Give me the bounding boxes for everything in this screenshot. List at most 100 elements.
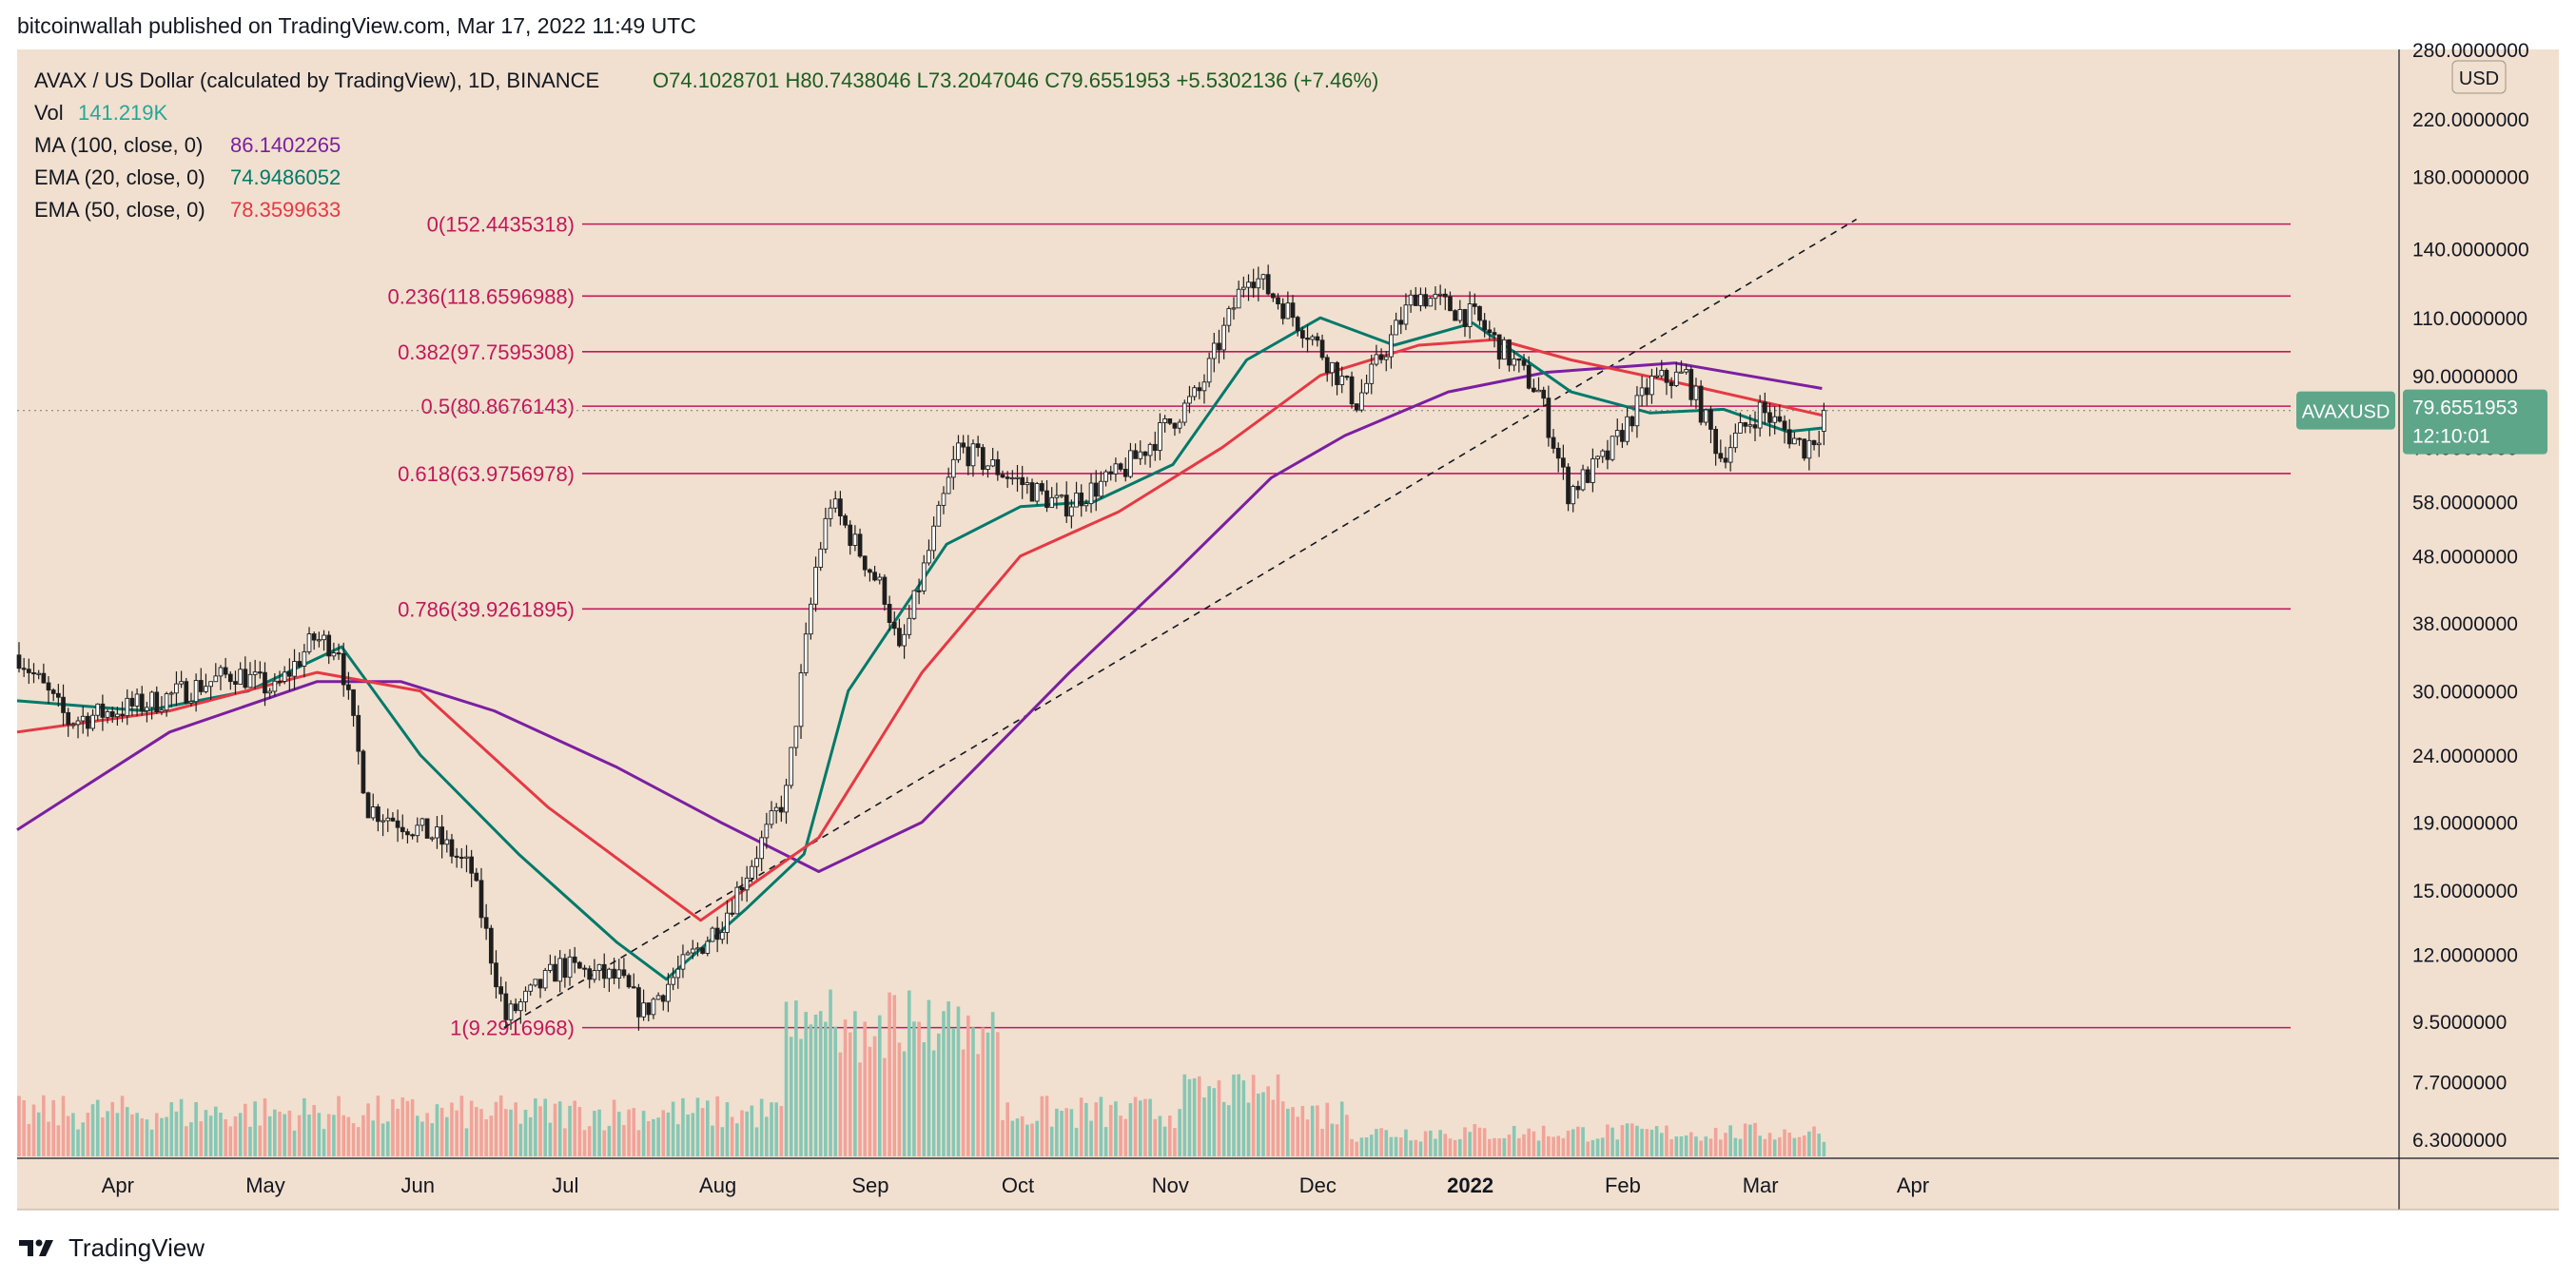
volume-bar (169, 1102, 174, 1156)
fib-level-label[interactable]: 0.786(39.9261895) (398, 597, 575, 621)
volume-bar (219, 1113, 223, 1156)
candle-body (730, 912, 734, 915)
candle-body (803, 633, 809, 674)
trend-line-dashed[interactable] (503, 218, 1857, 1029)
candle-body (1786, 429, 1792, 445)
volume-bar (1221, 1101, 1226, 1156)
volume-bar (632, 1108, 636, 1156)
volume-bar (101, 1116, 105, 1156)
volume-bar (1699, 1140, 1703, 1156)
candle-body (911, 590, 917, 619)
currency-label: USD (2459, 68, 2499, 89)
candle-body (1698, 385, 1704, 423)
candle-body (862, 555, 868, 571)
candle-body (1806, 439, 1812, 459)
volume-bar (76, 1129, 80, 1156)
candle-body (773, 806, 779, 812)
volume-bar (892, 995, 897, 1156)
fib-level-label[interactable]: 0(152.4435318) (427, 213, 575, 237)
candle-body (179, 681, 184, 685)
volume-bar (1276, 1074, 1280, 1156)
volume-bar (120, 1096, 125, 1156)
candle-body (1634, 395, 1640, 427)
volume-bar (1586, 1141, 1590, 1156)
symbol-badge (2296, 391, 2395, 430)
candle-body (257, 671, 263, 674)
volume-bar (931, 1050, 936, 1156)
fib-retracement[interactable]: 0(152.4435318) 0.236(118.6596988) 0.382(97… (17, 213, 2294, 1040)
volume-bar (1719, 1139, 1723, 1156)
volume-bar (174, 1111, 179, 1156)
currency-button[interactable] (2451, 60, 2507, 94)
volume-bar (1246, 1102, 1251, 1156)
candle-body (478, 880, 484, 919)
volume-bar (31, 1104, 36, 1156)
volume-bar (1448, 1138, 1453, 1156)
volume-bar (754, 1127, 759, 1156)
candle-body (897, 628, 902, 647)
candle-body (548, 963, 553, 971)
candle-body (129, 697, 135, 707)
candle-body (1772, 416, 1778, 423)
candle-body (1359, 392, 1364, 411)
volume-bar (110, 1101, 115, 1156)
time-axis-background (17, 1158, 2559, 1210)
volume-bar (27, 1123, 31, 1156)
candle-body (1403, 304, 1409, 325)
candle-body (1433, 293, 1438, 300)
candle-body (454, 855, 459, 858)
volume-bar (1477, 1127, 1482, 1156)
candle-body (435, 826, 439, 839)
trend-line[interactable] (503, 218, 1857, 1029)
candle-body (336, 652, 342, 655)
fib-level-label[interactable]: 0.5(80.8676143) (421, 395, 575, 418)
legend-symbol: AVAX / US Dollar (calculated by TradingV… (34, 68, 599, 92)
candle-body (1079, 492, 1084, 507)
volume-bar (391, 1098, 395, 1156)
candle-body (1752, 424, 1758, 429)
candle-body (1034, 483, 1040, 502)
volume-bar (1040, 1096, 1044, 1156)
volume-bar (1241, 1080, 1246, 1156)
candle-body (789, 747, 794, 786)
tradingview-wordmark: TradingView (68, 1232, 205, 1262)
volume-bar (1217, 1080, 1221, 1156)
fib-level-label[interactable]: 0.236(118.6596988) (387, 284, 575, 308)
volume-bar (936, 1033, 941, 1156)
legend: AVAX / US Dollar (calculated by TradingV… (34, 68, 1378, 222)
candle-body (168, 692, 174, 695)
candle-body (941, 493, 946, 506)
volume-bar (1286, 1108, 1290, 1156)
candle-body (1201, 381, 1207, 392)
volume-bar (385, 1121, 390, 1156)
volume-bar (1724, 1133, 1727, 1156)
volume-bar (858, 1062, 862, 1156)
volume-bar (691, 1113, 695, 1156)
fib-level-label[interactable]: 0.382(97.7595308) (398, 340, 575, 364)
candle-body (1256, 278, 1261, 289)
candle-body (542, 970, 548, 989)
candle-body (61, 696, 66, 713)
volume-bar (36, 1112, 41, 1156)
candle-body (523, 990, 528, 1002)
volume-bar (518, 1123, 523, 1156)
volume-bar (287, 1110, 292, 1156)
volume-bar (1296, 1116, 1299, 1156)
candle-body (174, 683, 179, 694)
last-price-tag (2403, 389, 2547, 455)
candle-body (872, 572, 877, 581)
candle-body (1448, 296, 1453, 312)
candle-body (1226, 308, 1232, 326)
candle-body (1723, 457, 1728, 463)
volume-bar (61, 1096, 66, 1156)
candle-body (459, 856, 464, 860)
candle-body (961, 442, 966, 448)
candle-body (1231, 307, 1237, 310)
volume-bar (809, 1024, 813, 1156)
fib-level-label[interactable]: 1(9.2916968) (450, 1017, 575, 1040)
candle-body (931, 525, 936, 552)
candle-body (227, 673, 233, 683)
time-tick-label: Apr (1897, 1173, 1929, 1197)
fib-level-label[interactable]: 0.618(63.9756978) (398, 462, 575, 486)
